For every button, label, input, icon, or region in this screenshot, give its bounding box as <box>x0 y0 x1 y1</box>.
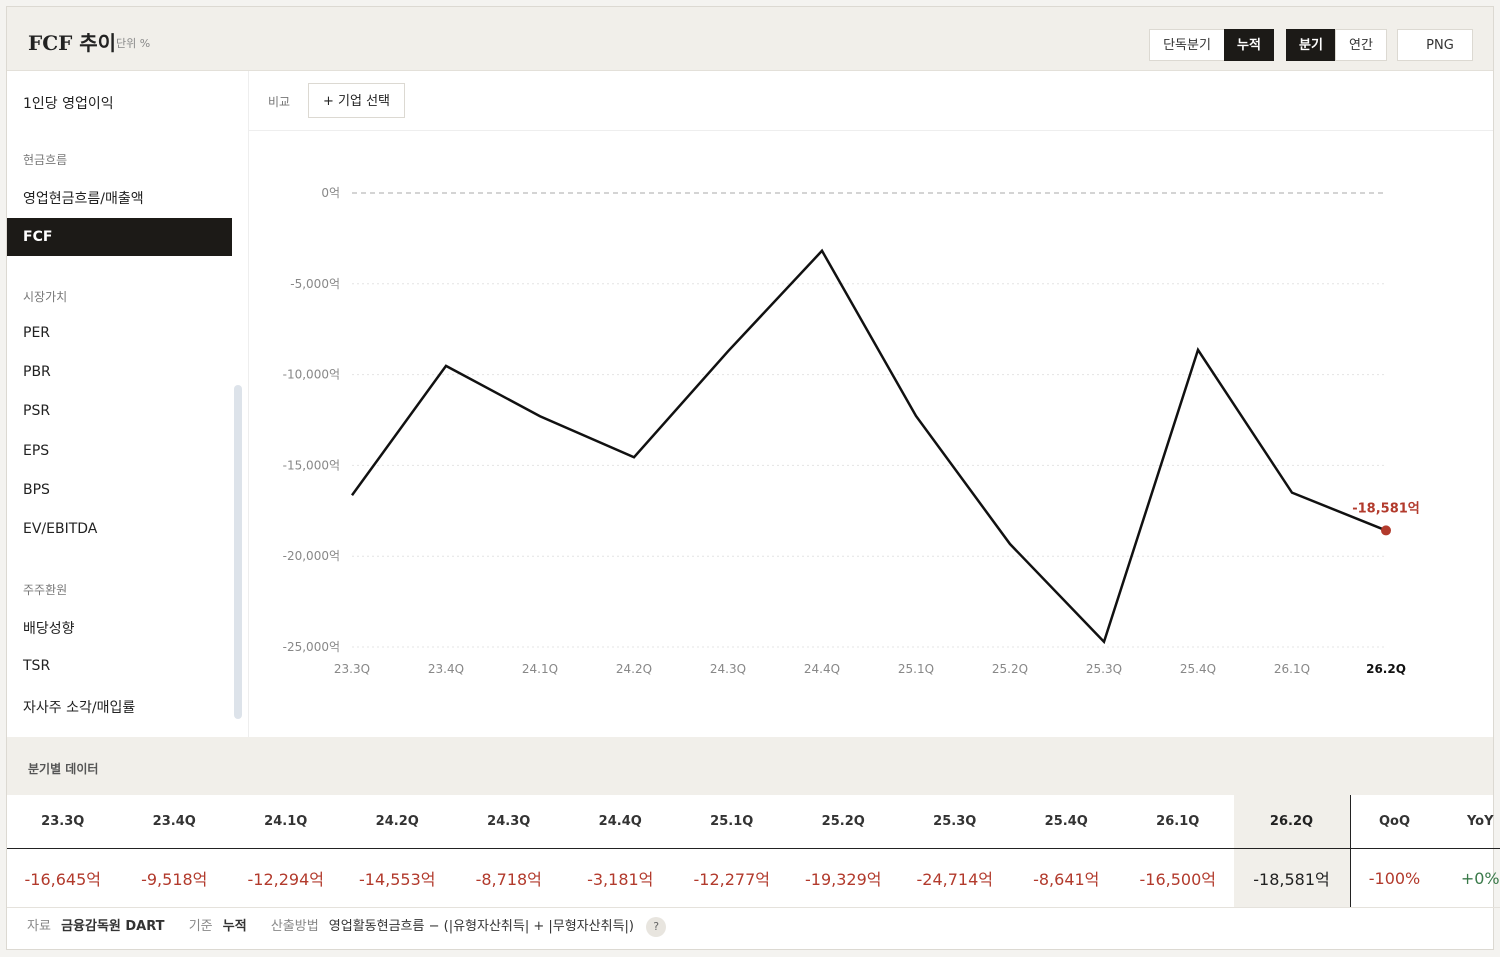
column-header: QoQ <box>1349 795 1439 849</box>
table-cell: -3,181억 <box>564 848 676 908</box>
x-tick-label: 24.1Q <box>522 662 558 676</box>
sidebar-item[interactable]: 1인당 영업이익 <box>23 96 114 112</box>
help-icon[interactable]: ? <box>646 917 667 937</box>
table-cell: -14,553억 <box>341 848 453 908</box>
table-cell: -9,518억 <box>118 848 230 908</box>
sidebar-item[interactable]: TSR <box>23 657 51 674</box>
source-label: 자료 <box>27 919 51 934</box>
tab-button[interactable]: 누적 <box>1224 29 1274 61</box>
unit: 단위 % <box>116 37 151 50</box>
value-label: -18,581억 <box>1352 501 1420 516</box>
column-header: 24.2Q <box>341 795 453 849</box>
sidebar-group: 주주환원 <box>23 583 68 598</box>
y-tick-label: -5,000억 <box>290 277 340 291</box>
table-cell: -100% <box>1349 848 1439 908</box>
x-tick-label: 24.2Q <box>616 662 652 676</box>
column-header: 25.2Q <box>787 795 899 849</box>
column-header: YoY <box>1438 795 1500 849</box>
x-tick-label: 25.2Q <box>992 662 1028 676</box>
table-cell: +0% <box>1438 848 1500 908</box>
x-tick-label: 26.1Q <box>1274 662 1310 676</box>
table-cell: -16,645억 <box>7 848 119 908</box>
sidebar-item[interactable]: EV/EBITDA <box>23 521 98 538</box>
column-header: 25.3Q <box>899 795 1011 849</box>
column-header: 24.1Q <box>230 795 342 849</box>
column-header: 25.1Q <box>676 795 788 849</box>
source: 금융감독원 DART <box>61 919 165 934</box>
compare-label: 비교 <box>268 95 291 109</box>
add-company-button[interactable]: + 기업 선택 <box>308 83 405 118</box>
column-header: 25.4Q <box>1010 795 1122 849</box>
sidebar-group: 현금흐름 <box>23 153 68 167</box>
column-header: 26.1Q <box>1122 795 1234 849</box>
x-tick-label: 25.3Q <box>1086 662 1122 676</box>
sidebar-item[interactable]: BPS <box>23 481 50 498</box>
column-header: 24.3Q <box>453 795 565 849</box>
table-cell: -12,277억 <box>676 848 788 908</box>
line <box>350 248 1387 645</box>
method: 영업활동현금흐름 − (|유형자산취득| + |무형자산취득|) <box>328 919 634 934</box>
sidebar-item[interactable]: 영업현금흐름/매출액 <box>23 191 144 207</box>
table-cell: -19,329억 <box>787 848 899 908</box>
table-cell: -8,641억 <box>1010 848 1122 908</box>
x-tick-label: 23.3Q <box>334 662 370 676</box>
table-title: 분기별 데이터 <box>28 762 99 776</box>
basis: 누적 <box>222 919 247 934</box>
y-tick-label: -10,000억 <box>283 368 340 382</box>
title: FCF 추이 <box>28 31 117 55</box>
method-label: 산출방법 <box>270 919 319 934</box>
table-cell: -8,718억 <box>453 848 565 908</box>
sidebar-item[interactable]: 자사주 소각/매입률 <box>23 700 136 716</box>
sidebar-item[interactable]: EPS <box>23 442 50 459</box>
table-cell: -18,581억 <box>1233 848 1350 908</box>
last-point <box>1381 525 1391 536</box>
table-cell: -12,294억 <box>230 848 342 908</box>
x-tick-label: 25.1Q <box>898 662 934 676</box>
column-header: 26.2Q <box>1233 795 1350 849</box>
column-header: 23.3Q <box>7 795 119 849</box>
sidebar-item[interactable]: FCF <box>7 218 232 257</box>
table-cell: -24,714억 <box>899 848 1011 908</box>
tab-button[interactable]: 연간 <box>1335 29 1387 61</box>
tab-button[interactable]: 분기 <box>1286 29 1336 61</box>
y-tick-label: 0억 <box>321 186 340 200</box>
sidebar-item[interactable]: PSR <box>23 403 51 420</box>
header: FCF 추이 단위 % 단독분기 누적 분기 연간 PNG <box>7 7 1493 71</box>
data-table: 23.3Q 23.4Q 24.1Q 24.2Q 24.3Q 24.4Q 25.1Q 25.2Q… <box>7 795 1500 908</box>
table-header-bar: 분기별 데이터 <box>7 737 1493 795</box>
column-header: 23.4Q <box>118 795 230 849</box>
x-tick-label: 23.4Q <box>428 662 464 676</box>
sidebar-item[interactable]: PER <box>23 324 51 341</box>
png-button[interactable]: PNG <box>1397 29 1473 61</box>
x-tick-label: 25.4Q <box>1180 662 1216 676</box>
x-tick-label: 24.4Q <box>804 662 840 676</box>
divider <box>248 130 1493 131</box>
sidebar-group: 시장가치 <box>23 289 68 304</box>
sidebar-item[interactable]: 배당성향 <box>23 621 75 638</box>
basis-label: 기준 <box>188 919 213 934</box>
y-tick-label: -20,000억 <box>283 549 340 563</box>
footer: 자료 금융감독원 DART 기준 누적 산출방법 영업활동현금흐름 − (|유형… <box>7 904 1493 950</box>
x-tick-label: 24.3Q <box>710 662 746 676</box>
y-tick-label: -25,000억 <box>283 640 340 654</box>
x-tick-label: 26.2Q <box>1366 662 1406 676</box>
tab-button[interactable]: 단독분기 <box>1149 29 1225 61</box>
column-header: 24.4Q <box>564 795 676 849</box>
y-tick-label: -15,000억 <box>283 458 340 472</box>
sidebar-item[interactable]: PBR <box>23 363 51 380</box>
table-cell: -16,500억 <box>1122 848 1234 908</box>
scrollbar[interactable] <box>234 385 242 719</box>
